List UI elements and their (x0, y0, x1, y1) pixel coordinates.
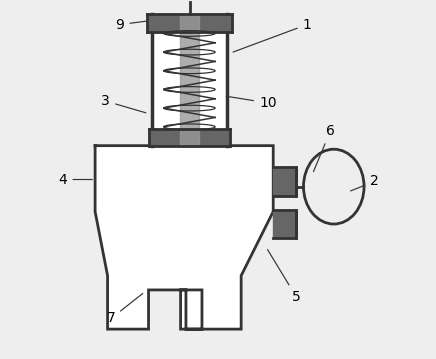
Text: 3: 3 (102, 94, 146, 113)
Text: 5: 5 (268, 250, 301, 304)
Text: 10: 10 (226, 96, 277, 110)
Polygon shape (152, 14, 227, 146)
Polygon shape (147, 14, 232, 32)
Polygon shape (273, 210, 296, 238)
Text: 9: 9 (116, 18, 173, 32)
Text: 2: 2 (351, 174, 379, 191)
Polygon shape (149, 129, 231, 146)
Text: 7: 7 (107, 293, 143, 325)
Text: 1: 1 (233, 18, 311, 52)
Polygon shape (180, 14, 199, 146)
Polygon shape (273, 167, 296, 196)
Text: 4: 4 (59, 173, 92, 186)
Text: 6: 6 (313, 125, 335, 172)
Polygon shape (95, 146, 273, 329)
